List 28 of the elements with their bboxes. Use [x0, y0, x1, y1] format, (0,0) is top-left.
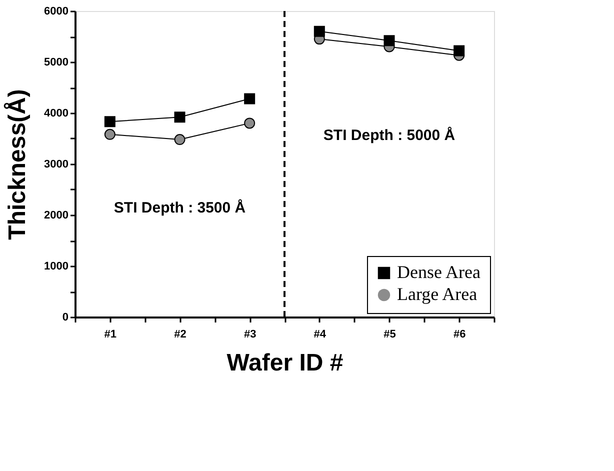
y-tick-label: 6000 — [44, 6, 68, 18]
y-axis-title: Thickness(Å) — [3, 89, 32, 240]
x-tick-label: #3 — [244, 328, 256, 340]
point — [104, 116, 116, 128]
legend-label: Dense Area — [397, 262, 480, 282]
annotation: STI Depth : 5000 Å — [323, 126, 456, 144]
point — [314, 26, 325, 37]
y-tick-label: 3000 — [44, 158, 68, 170]
x-tick-label: #2 — [174, 328, 186, 340]
point — [174, 134, 186, 146]
point — [104, 128, 116, 140]
x-tick-label: #6 — [453, 328, 466, 340]
legend-label: Large Area — [397, 284, 478, 304]
y-tick-label: 2000 — [44, 210, 68, 222]
x-tick-label: #1 — [104, 328, 117, 340]
x-tick-label: #4 — [314, 328, 327, 340]
point — [244, 93, 256, 104]
point — [384, 35, 395, 46]
y-tick-label: 4000 — [44, 108, 68, 120]
x-tick-label: #5 — [384, 328, 396, 340]
y-tick-label: 0 — [62, 312, 68, 324]
y-tick-label: 1000 — [44, 260, 68, 272]
annotation: STI Depth : 3500 Å — [114, 198, 246, 216]
point — [174, 112, 186, 123]
point — [454, 45, 465, 56]
point — [244, 118, 256, 129]
y-tick-label: 5000 — [44, 56, 68, 68]
x-axis-title: Wafer ID # — [226, 350, 344, 376]
